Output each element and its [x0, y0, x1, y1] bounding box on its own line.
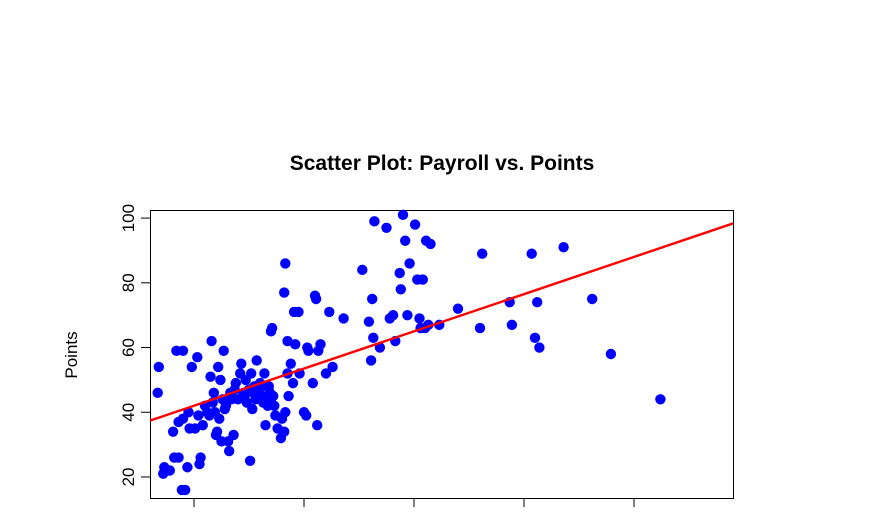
- scatter-point: [404, 258, 415, 269]
- y-tick-label: 80: [119, 273, 138, 292]
- y-tick-label: 60: [119, 338, 138, 357]
- scatter-point: [315, 339, 326, 350]
- scatter-point: [367, 293, 378, 305]
- y-tick-label: 40: [119, 403, 138, 422]
- scatter-point: [290, 339, 301, 350]
- scatter-point: [387, 309, 399, 321]
- scatter-point: [320, 368, 332, 379]
- scatter-point: [186, 361, 197, 373]
- scatter-point: [192, 352, 203, 363]
- scatter-point: [260, 419, 271, 431]
- scatter-point: [369, 216, 380, 227]
- scatter-point: [197, 419, 208, 431]
- scatter-point: [381, 222, 392, 233]
- y-tick-label: 20: [119, 468, 138, 487]
- scatter-point: [251, 355, 262, 366]
- data-points: [152, 209, 666, 496]
- scatter-point: [409, 219, 421, 230]
- scatter-point: [280, 407, 291, 418]
- scatter-point: [244, 455, 256, 466]
- scatter-point: [224, 445, 235, 457]
- scatter-point: [558, 242, 569, 253]
- y-tick-label: 100: [119, 204, 138, 232]
- scatter-point: [205, 371, 216, 382]
- scatter-point: [193, 410, 204, 421]
- scatter-point: [529, 332, 541, 344]
- scatter-point: [368, 332, 379, 344]
- scatter-point: [414, 313, 425, 324]
- scatter-point: [303, 345, 314, 356]
- scatter-point: [206, 335, 217, 347]
- scatter-point: [655, 394, 666, 405]
- scatter-point: [395, 284, 406, 295]
- scatter-point: [324, 306, 335, 318]
- scatter-point: [215, 374, 226, 386]
- scatter-point: [357, 264, 368, 276]
- scatter-point: [236, 358, 247, 369]
- scatter-point: [477, 248, 488, 259]
- scatter-point: [152, 387, 163, 399]
- scatter-point: [275, 432, 287, 444]
- scatter-point: [400, 235, 411, 246]
- scatter-point: [279, 287, 290, 298]
- scatter-point: [164, 465, 175, 476]
- scatter-point: [394, 267, 405, 279]
- regression-line-group: [149, 222, 734, 422]
- scatter-point: [402, 309, 413, 321]
- scatter-point: [259, 368, 270, 379]
- scatter-point: [268, 390, 279, 402]
- scatter-point: [534, 342, 545, 353]
- scatter-point: [338, 313, 349, 324]
- scatter-point: [173, 452, 184, 463]
- scatter-point: [246, 368, 257, 379]
- scatter-point: [182, 462, 193, 473]
- scatter-point: [587, 293, 598, 305]
- scatter-point: [293, 306, 304, 318]
- scatter-point: [247, 403, 258, 415]
- scatter-point: [269, 400, 280, 411]
- scatter-point: [310, 293, 322, 305]
- scatter-point: [230, 377, 241, 389]
- scatter-point: [195, 452, 206, 463]
- scatter-point: [474, 322, 486, 334]
- scatter-point: [283, 390, 294, 402]
- scatter-point: [228, 429, 239, 441]
- scatter-point: [208, 387, 219, 399]
- scatter-point: [365, 355, 377, 366]
- chart-title: Scatter Plot: Payroll vs. Points: [290, 152, 595, 175]
- x-axis: [193, 498, 635, 507]
- scatter-point: [312, 419, 323, 431]
- scatter-point: [177, 345, 189, 356]
- scatter-point: [425, 238, 436, 250]
- scatter-point: [526, 248, 537, 259]
- scatter-point: [180, 484, 191, 496]
- scatter-point: [167, 426, 179, 437]
- regression-line: [149, 222, 734, 422]
- scatter-point: [452, 303, 464, 314]
- scatter-point: [532, 297, 543, 308]
- scatter-point: [218, 345, 229, 356]
- scatter-point: [301, 410, 312, 421]
- scatter-point: [213, 361, 224, 373]
- scatter-point: [307, 377, 318, 389]
- plot-frame: [150, 210, 734, 499]
- scatter-point: [397, 209, 409, 221]
- scatter-point: [153, 361, 164, 373]
- scatter-point: [605, 348, 617, 360]
- scatter-point: [287, 377, 299, 389]
- scatter-point: [506, 319, 518, 331]
- scatter-point: [211, 426, 223, 437]
- scatter-point: [327, 361, 338, 373]
- scatter-point: [214, 413, 225, 424]
- scatter-point: [280, 258, 291, 269]
- y-axis: 20 40 60 80 100: [119, 204, 150, 487]
- scatter-point: [266, 322, 278, 334]
- y-axis-label: Points: [62, 331, 81, 378]
- scatter-point: [417, 274, 428, 285]
- scatter-point: [363, 316, 375, 327]
- scatter-point: [285, 358, 296, 369]
